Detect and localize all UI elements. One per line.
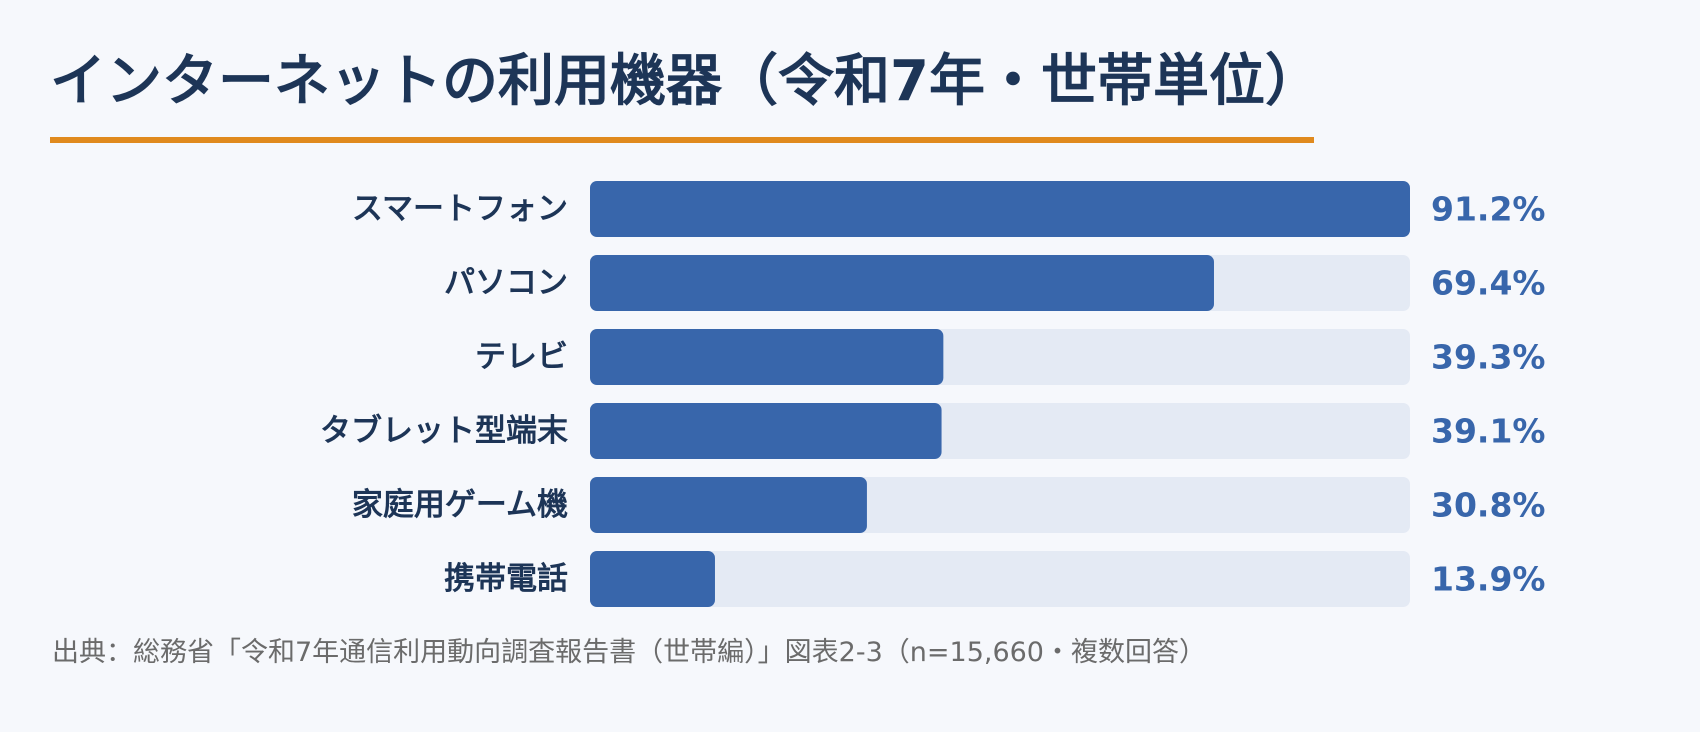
bar-track — [590, 551, 1410, 607]
value-label: 30.8% — [1431, 486, 1546, 525]
bar — [590, 255, 1214, 311]
bar-row: タブレット型端末 39.1% — [320, 403, 1546, 459]
bar-row: テレビ 39.3% — [475, 329, 1546, 385]
bar-row: 携帯電話 13.9% — [444, 551, 1546, 607]
bar — [590, 403, 942, 459]
category-label: スマートフォン — [352, 191, 568, 227]
value-label: 13.9% — [1431, 560, 1546, 599]
value-label: 39.1% — [1431, 412, 1546, 451]
bar-chart: スマートフォン 91.2% パソコン 69.4% テレビ 39.3% タブレット型端末 39.… — [320, 181, 1546, 607]
category-label: テレビ — [475, 339, 568, 375]
value-label: 69.4% — [1431, 264, 1546, 303]
category-label: タブレット型端末 — [320, 413, 568, 449]
category-label: パソコン — [444, 265, 568, 301]
title-underline — [50, 137, 1314, 143]
value-label: 39.3% — [1431, 338, 1546, 377]
bar — [590, 477, 867, 533]
bar — [590, 551, 715, 607]
category-label: 携帯電話 — [444, 561, 568, 597]
chart-title: インターネットの利用機器（令和7年・世帯単位） — [50, 49, 1321, 114]
bar-row: パソコン 69.4% — [444, 255, 1546, 311]
bar-row: 家庭用ゲーム機 30.8% — [352, 477, 1546, 533]
bar — [590, 329, 944, 385]
bar — [590, 181, 1410, 237]
bar-row: スマートフォン 91.2% — [352, 181, 1546, 237]
category-label: 家庭用ゲーム機 — [352, 487, 568, 523]
value-label: 91.2% — [1431, 190, 1546, 229]
source-note: 出典：総務省「令和7年通信利用動向調査報告書（世帯編）」図表2-3（n=15,6… — [52, 637, 1206, 668]
